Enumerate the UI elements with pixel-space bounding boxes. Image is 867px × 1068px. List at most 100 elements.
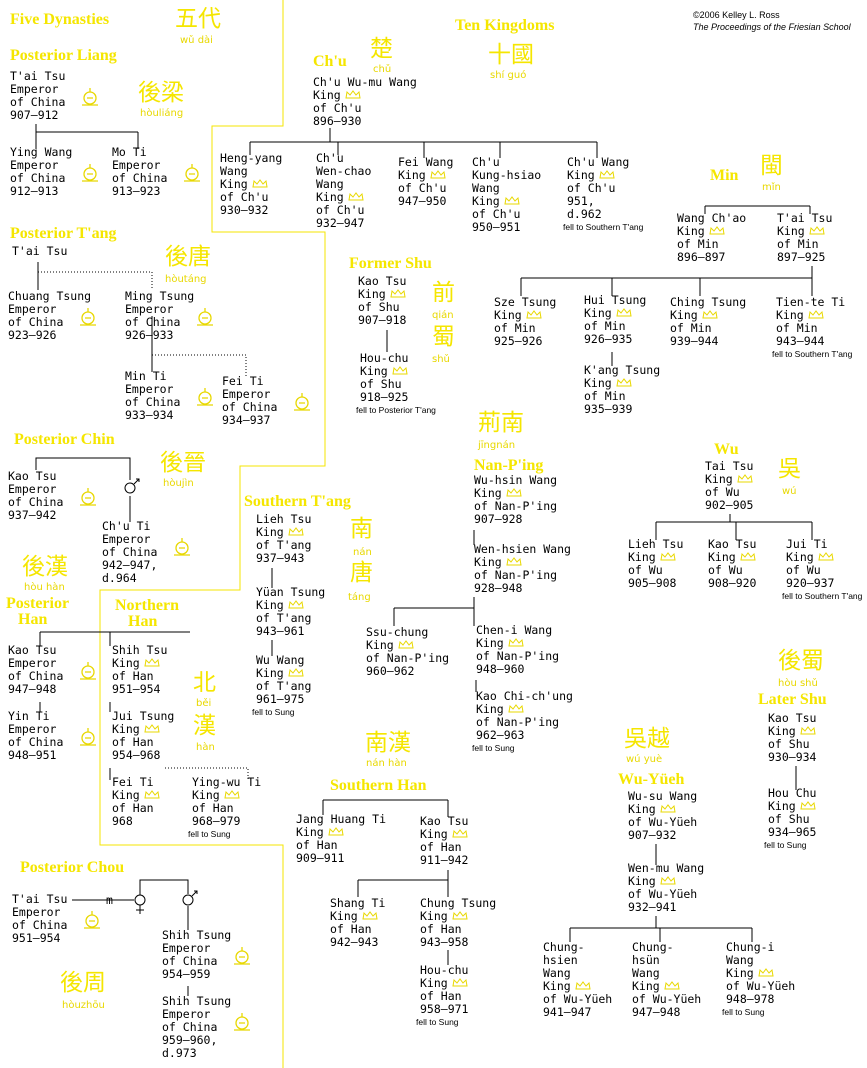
chinese-name: 前	[432, 280, 455, 306]
chinese-name: 北	[193, 670, 216, 696]
ruler-line: 958–971	[420, 1002, 469, 1016]
ruler-line: Jui Tsung	[112, 709, 174, 723]
ruler-line: 920–937	[786, 576, 835, 590]
ruler-line: Yüan Tsung	[256, 585, 325, 599]
emperor-icon	[197, 388, 213, 406]
crown-icon	[664, 981, 680, 990]
crown-icon	[398, 640, 414, 649]
ruler-line: of China	[102, 545, 157, 559]
ruler-line: King	[777, 224, 805, 238]
ruler-line: hsien	[543, 953, 578, 967]
section-title: Han	[18, 611, 47, 628]
pinyin: shí guó	[490, 69, 526, 81]
chinese-name: 後蜀	[778, 648, 824, 674]
ruler-line: of China	[8, 669, 63, 683]
emperor-icon	[80, 662, 96, 680]
ruler-line: of Han	[330, 922, 372, 936]
ruler-line: Hou-chu	[420, 963, 468, 977]
ruler-line: of Nan-P'ing	[366, 651, 449, 665]
section-title: Five Dynasties	[10, 11, 109, 28]
ruler-line: 942–943	[330, 935, 379, 949]
ruler-line: Jui Ti	[786, 537, 828, 551]
ruler-line: of Nan-P'ing	[474, 568, 557, 582]
ruler-line: Emperor	[112, 158, 161, 172]
ruler-line: Min Ti	[125, 369, 167, 383]
connectors	[35, 124, 813, 996]
ruler-line: d.964	[102, 571, 137, 585]
ruler-line: 960–962	[366, 664, 414, 678]
ruler-line: King	[112, 788, 140, 802]
ruler-line: of Wu	[628, 563, 663, 577]
ruler-line: King	[677, 224, 705, 238]
fate-note: fell to Southern T'ang	[782, 591, 863, 601]
ruler-line: of Ch'u	[398, 181, 446, 195]
section-title: Posterior Liang	[10, 47, 117, 64]
ruler-line: of China	[162, 954, 217, 968]
ruler-line: King	[786, 550, 814, 564]
ruler-line: King	[632, 979, 660, 993]
crown-icon	[809, 226, 825, 235]
ruler-line: 907–918	[358, 313, 407, 327]
ruler-line: Kao Tsu	[708, 537, 756, 551]
ruler-line: Wang	[316, 177, 344, 191]
ruler-line: Wen-mu Wang	[628, 861, 704, 875]
pinyin: wǔ dài	[180, 34, 213, 46]
ruler-line: Wang	[632, 966, 660, 980]
ruler-line: Chung-i	[726, 940, 775, 954]
chinese-name: 後梁	[138, 80, 184, 106]
section-title: Wu-Yüeh	[618, 771, 684, 788]
ruler-line: Ch'u	[472, 155, 500, 169]
ruler-line: King	[705, 472, 733, 486]
ruler-line: 923–926	[8, 328, 57, 342]
ruler-line: 948–978	[726, 992, 775, 1006]
ruler-line: 951–954	[12, 931, 61, 945]
crown-icon	[392, 366, 408, 375]
fate-note: fell to Southern T'ang	[772, 349, 853, 359]
ruler-line: of Han	[420, 922, 462, 936]
crown-icon	[758, 968, 774, 977]
ruler-line: 937–943	[256, 551, 305, 565]
ruler-line: 896–930	[313, 114, 362, 128]
ruler-line: 932–947	[316, 216, 365, 230]
ruler-line: of Ch'u	[220, 190, 268, 204]
emperor-icon	[234, 947, 250, 965]
ruler-line: Lieh Tsu	[256, 512, 311, 526]
ruler-line: K'ang Tsung	[584, 363, 660, 377]
gender-symbols	[124, 478, 198, 914]
pinyin: hòu hàn	[24, 581, 65, 593]
ruler-line: 951–954	[112, 682, 161, 696]
ruler-line: 948–951	[8, 748, 57, 762]
ruler-line: Fei Wang	[398, 155, 453, 169]
crown-icon	[526, 310, 542, 319]
ruler-line: 941–947	[543, 1005, 592, 1019]
crown-icon	[224, 790, 240, 799]
ruler-line: Chen-i Wang	[476, 623, 552, 637]
ruler-line: 905–908	[628, 576, 677, 590]
ruler-line: King	[776, 308, 804, 322]
ruler-line: 959–960,	[162, 1033, 217, 1047]
ruler-line: Shih Tsung	[162, 994, 231, 1008]
ruler-line: King	[316, 190, 344, 204]
section-title: Southern Han	[330, 777, 427, 794]
ruler-line: T'ai Tsu	[777, 211, 832, 225]
crown-icon	[660, 552, 676, 561]
ruler-line: 954–968	[112, 748, 161, 762]
crown-icon	[348, 192, 364, 201]
ruler-line: of China	[125, 395, 180, 409]
crown-icon	[740, 552, 756, 561]
ruler-line: of China	[8, 495, 63, 509]
ruler-line: of Wu	[708, 563, 743, 577]
pinyin: běi	[196, 697, 211, 709]
crown-icon	[616, 308, 632, 317]
ruler-line: King	[584, 376, 612, 390]
ruler-line: King	[296, 825, 324, 839]
pinyin: wú	[782, 485, 797, 497]
ruler-line: Emperor	[8, 482, 57, 496]
ruler-line: Ch'u Ti	[102, 519, 151, 533]
ruler-line: 961–975	[256, 692, 304, 706]
ruler-line: 942–947,	[102, 558, 157, 572]
ruler-line: 954–959	[162, 967, 211, 981]
pinyin: jīngnán	[477, 439, 515, 451]
emperor-icon	[197, 308, 213, 326]
ruler-line: 933–934	[125, 408, 174, 422]
